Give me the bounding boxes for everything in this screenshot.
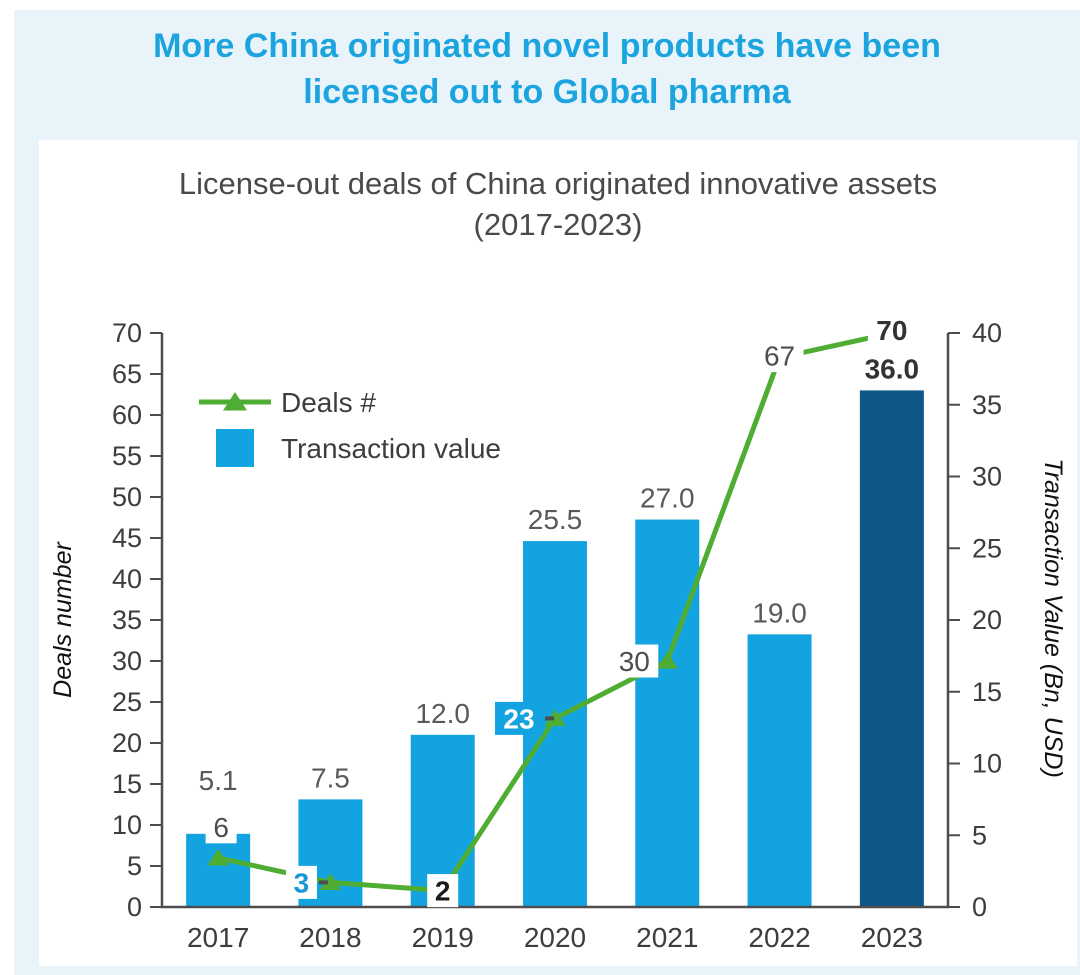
deals-label-2019: 2: [435, 876, 451, 907]
right-axis-tick-label: 20: [972, 605, 1002, 635]
deals-marker-2018: [319, 873, 342, 891]
bar-value-label-2017: 5.1: [199, 765, 238, 796]
deals-label-dash: [318, 880, 328, 885]
right-axis-tick-label: 30: [972, 462, 1002, 492]
deals-label-badge-2017: [205, 810, 237, 844]
deals-label-dash: [545, 716, 554, 721]
left-axis-tick-label: 40: [112, 564, 142, 594]
bar-value-label-2022: 19.0: [752, 597, 807, 628]
x-axis-label-2021: 2021: [636, 922, 698, 953]
bar-value-label-2019: 12.0: [415, 698, 470, 729]
bar-2021: [635, 519, 700, 907]
deals-marker-2021: [656, 652, 679, 669]
deals-label-badge-2022: [755, 339, 804, 373]
left-axis-tick-label: 20: [112, 728, 142, 758]
page-title: More China originated novel products hav…: [14, 24, 1080, 116]
deals-label-2017: 6: [213, 812, 229, 843]
left-axis-tick-label: 15: [112, 769, 142, 799]
right-axis-tick-label: 35: [972, 390, 1002, 420]
chart-title: License-out deals of China originated in…: [39, 164, 1077, 246]
deals-label-badge-2018: [285, 865, 317, 899]
right-axis-tick-label: 15: [972, 677, 1002, 707]
x-axis-label-2017: 2017: [187, 922, 249, 953]
legend-label-transaction: Transaction value: [281, 433, 501, 464]
deals-label-badge-2019: [427, 874, 459, 908]
chart-card: License-out deals of China originated in…: [39, 140, 1077, 966]
deals-label-2020: 23: [503, 703, 534, 734]
right-axis-title: Transaction Value (Bn, USD): [1039, 458, 1067, 778]
left-axis-tick-label: 5: [127, 851, 142, 881]
chart-title-line1: License-out deals of China originated in…: [178, 166, 938, 201]
left-axis-title: Deals number: [49, 541, 77, 698]
legend-triangle-icon: [223, 392, 247, 411]
bar-value-label-2023: 36.0: [865, 353, 920, 384]
left-axis-tick-label: 45: [112, 523, 142, 553]
legend-square-icon: [216, 429, 254, 467]
left-axis-tick-label: 50: [112, 482, 142, 512]
left-axis-tick-label: 60: [112, 400, 142, 430]
deals-marker-2020: [544, 709, 566, 727]
page-background: More China originated novel products hav…: [14, 10, 1080, 975]
x-axis-label-2022: 2022: [748, 922, 810, 953]
left-axis-tick-label: 30: [112, 646, 142, 676]
chart-svg: 0 5 10 15 20 25 30 35 40 45 50 55 60 65 70 0 5 10 15 20 25 30…: [49, 313, 1067, 953]
right-axis-tick-label: 25: [972, 533, 1002, 563]
bar-value-label-2018: 7.5: [311, 762, 350, 793]
x-axis-label-2020: 2020: [524, 922, 586, 953]
chart-title-line2: (2017-2023): [473, 206, 643, 242]
left-axis-tick-label: 25: [112, 687, 142, 717]
right-axis-tick-label: 10: [972, 749, 1002, 779]
right-axis-tick-label: 5: [972, 820, 987, 850]
bar-value-label-2021: 27.0: [640, 483, 695, 514]
left-axis-tick-label: 70: [112, 318, 142, 348]
deals-marker-2017: [207, 848, 229, 866]
x-axis-label-2018: 2018: [299, 922, 361, 953]
deals-label-2021: 30: [619, 646, 650, 677]
deals-label-badge-2020: [495, 701, 543, 735]
bar-2023: [859, 390, 924, 907]
legend-label-deals: Deals #: [281, 387, 376, 418]
left-axis-tick-label: 35: [112, 605, 142, 635]
x-axis-label-2023: 2023: [861, 922, 923, 953]
right-axis-tick-label: 40: [972, 318, 1002, 348]
deals-label-badge-2023: [867, 313, 916, 347]
page-header: More China originated novel products hav…: [14, 24, 1080, 116]
bar-2017: [186, 833, 251, 907]
deals-label-badge-2021: [610, 644, 659, 678]
deals-label-2022: 67: [764, 341, 795, 372]
bar-value-label-2020: 25.5: [528, 504, 583, 535]
deals-label-2018: 3: [294, 867, 310, 898]
page-title-line2: licensed out to Global pharma: [303, 72, 791, 111]
left-axis-tick-label: 10: [112, 810, 142, 840]
deals-label-2023: 70: [876, 315, 907, 346]
left-axis-tick-label: 0: [127, 892, 142, 922]
bar-2022: [747, 634, 812, 907]
page-title-line1: More China originated novel products hav…: [153, 27, 941, 65]
left-axis-tick-label: 55: [112, 441, 142, 471]
right-axis-tick-label: 0: [972, 892, 987, 922]
left-axis-tick-label: 65: [112, 359, 142, 389]
x-axis-label-2019: 2019: [412, 922, 474, 953]
